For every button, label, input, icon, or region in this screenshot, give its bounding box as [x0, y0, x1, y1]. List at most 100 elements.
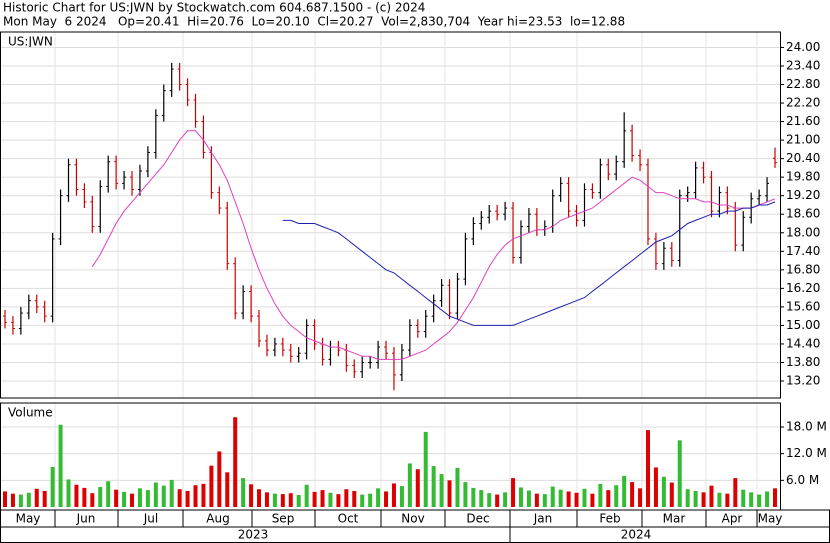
volume-bar [304, 484, 309, 507]
volume-bar [407, 463, 412, 507]
volume-bar [757, 494, 762, 507]
y-tick-label: 21.00 [786, 133, 820, 147]
volume-bar [10, 493, 15, 507]
y-tick-label: 13.20 [786, 374, 820, 388]
volume-bar [511, 478, 516, 507]
volume-bar [114, 489, 119, 507]
volume-bar [542, 494, 547, 507]
month-label: Aug [206, 512, 229, 526]
month-label: Mar [663, 512, 686, 526]
volume-bar [58, 424, 63, 507]
volume-bar [280, 494, 285, 507]
y2-tick-label: 18.0 M [786, 420, 827, 434]
y-tick-label: 24.00 [786, 40, 820, 54]
volume-bar [296, 495, 301, 507]
volume-bar [360, 494, 365, 507]
volume-bar [773, 488, 777, 507]
volume-bar [518, 487, 523, 507]
y-tick-label: 19.80 [786, 170, 820, 184]
volume-bar [495, 494, 500, 507]
volume-bar [733, 478, 738, 507]
y-tick-label: 18.00 [786, 225, 820, 239]
volume-bar [653, 467, 658, 507]
volume-bar [82, 487, 87, 507]
month-label: May [758, 512, 783, 526]
volume-bar [217, 451, 222, 507]
volume-bar [463, 482, 468, 507]
volume-bar [153, 482, 158, 507]
chart-subtitle: Mon May 6 2024 Op=20.41 Hi=20.76 Lo=20.1… [3, 15, 625, 29]
volume-bar [66, 479, 71, 507]
volume-bar [264, 492, 269, 507]
volume-bar [137, 488, 142, 507]
y-tick-label: 19.20 [786, 188, 820, 202]
volume-bar [161, 485, 166, 507]
volume-bar [606, 490, 611, 507]
volume-bar [685, 489, 690, 507]
volume-bar [249, 484, 254, 507]
volume-bar [272, 493, 277, 507]
volume-bar [312, 491, 317, 507]
volume-bar [590, 493, 595, 507]
volume-bar [225, 472, 230, 507]
chart-title: Historic Chart for US:JWN by Stockwatch.… [3, 1, 425, 15]
volume-bar [50, 467, 55, 507]
volume-bar [614, 485, 619, 507]
volume-bar [18, 494, 23, 507]
volume-bar [415, 469, 420, 507]
volume-bar [630, 482, 635, 507]
volume-bar [288, 493, 293, 507]
volume-bar [193, 485, 198, 507]
y-tick-label: 20.40 [786, 151, 820, 165]
volume-bar [439, 474, 444, 507]
volume-bar [399, 486, 404, 507]
volume-bar [257, 489, 262, 507]
volume-bar [169, 479, 174, 507]
volume-bar [598, 483, 603, 507]
volume-bar [328, 492, 333, 507]
month-label: Jan [533, 512, 553, 526]
month-label: Jul [143, 512, 158, 526]
volume-label: Volume [8, 406, 53, 420]
volume-bar [145, 490, 150, 507]
symbol-label: US:JWN [8, 35, 53, 49]
y2-tick-label: 6.0 M [786, 473, 819, 487]
volume-bar [717, 492, 722, 507]
volume-bar [574, 492, 579, 507]
volume-bar [352, 491, 357, 507]
volume-bar [645, 430, 650, 507]
volume-bar [693, 491, 698, 507]
volume-bar [741, 489, 746, 507]
volume-bar [98, 487, 103, 507]
volume-bar [42, 491, 47, 507]
y-tick-label: 22.80 [786, 77, 820, 91]
volume-bar [391, 483, 396, 507]
y-tick-label: 13.80 [786, 355, 820, 369]
volume-bar [201, 483, 206, 507]
volume-bar [503, 492, 508, 507]
volume-bar [550, 486, 555, 507]
volume-bar [122, 491, 127, 507]
volume-bar [447, 480, 452, 507]
volume-bar [185, 491, 190, 507]
volume-bar [3, 491, 7, 507]
volume-bar [582, 488, 587, 507]
volume-bar [471, 487, 476, 507]
month-label: Jun [76, 512, 96, 526]
volume-bar [765, 491, 770, 507]
volume-bar [90, 493, 95, 507]
volume-bar [106, 481, 111, 507]
price-frame [0, 31, 781, 399]
y-tick-label: 22.20 [786, 96, 820, 110]
volume-bar [209, 465, 214, 507]
y-tick-label: 17.40 [786, 244, 820, 258]
volume-bar [241, 478, 246, 507]
moving-average [282, 201, 776, 326]
volume-bar [701, 492, 706, 507]
volume-bar [320, 490, 325, 507]
y-tick-label: 16.20 [786, 281, 820, 295]
year-label: 2023 [238, 528, 269, 542]
volume-bar [638, 488, 643, 507]
